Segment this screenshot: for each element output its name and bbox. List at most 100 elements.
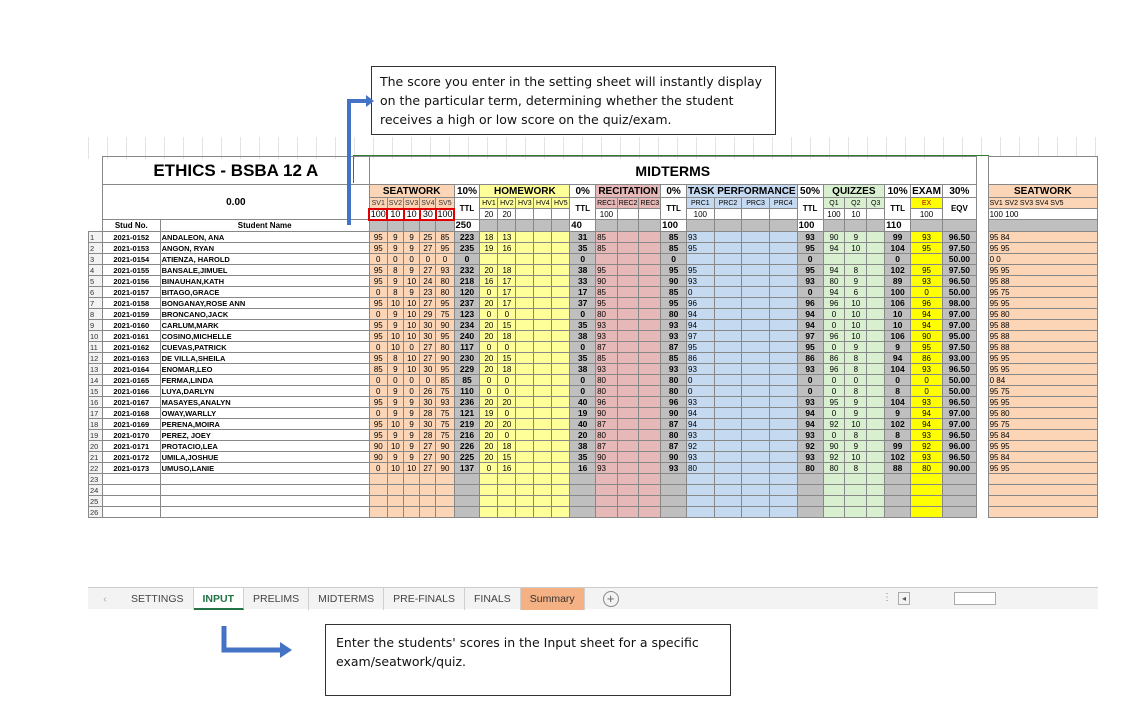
recitation-score[interactable]: [638, 374, 662, 386]
task-score[interactable]: [768, 495, 798, 507]
homework-score[interactable]: [515, 352, 535, 364]
homework-score[interactable]: 0: [479, 341, 499, 353]
quiz-score[interactable]: 0: [822, 385, 846, 397]
homework-score[interactable]: [533, 385, 553, 397]
task-score[interactable]: [768, 429, 798, 441]
student-id[interactable]: 2021-0173: [101, 462, 161, 474]
homework-score[interactable]: [551, 352, 571, 364]
recitation-score[interactable]: [638, 242, 662, 254]
seatwork-score[interactable]: 85: [435, 374, 455, 386]
quiz-score[interactable]: [866, 440, 886, 452]
seatwork-score[interactable]: [403, 495, 421, 507]
quiz-score[interactable]: 92: [822, 418, 846, 430]
student-id[interactable]: 2021-0166: [101, 385, 161, 397]
task-score[interactable]: [713, 374, 743, 386]
homework-score[interactable]: 16: [497, 242, 517, 254]
homework-score[interactable]: 17: [497, 275, 517, 287]
task-score[interactable]: [713, 418, 743, 430]
quiz-max-score[interactable]: 10: [844, 208, 868, 220]
student-id[interactable]: 2021-0152: [101, 231, 161, 243]
recitation-score[interactable]: [638, 473, 662, 485]
seatwork-score[interactable]: 10: [386, 297, 405, 309]
homework-score[interactable]: 13: [497, 231, 517, 243]
task-score[interactable]: [741, 407, 770, 419]
recitation-score[interactable]: [616, 286, 640, 298]
seatwork-score[interactable]: 10: [386, 462, 405, 474]
homework-score[interactable]: 0: [479, 385, 499, 397]
task-score[interactable]: 94: [686, 308, 715, 320]
student-name[interactable]: BANSALE,JIMUEL: [159, 264, 370, 276]
homework-score[interactable]: [533, 319, 553, 331]
quiz-score[interactable]: [822, 484, 846, 496]
homework-score[interactable]: [515, 495, 535, 507]
seatwork-score[interactable]: 10: [386, 440, 405, 452]
seatwork-score[interactable]: 0: [368, 407, 388, 419]
seatwork-score[interactable]: [386, 495, 405, 507]
student-id[interactable]: 2021-0160: [101, 319, 161, 331]
recitation-score[interactable]: [595, 495, 618, 507]
homework-score[interactable]: [533, 363, 553, 375]
quiz-score[interactable]: [844, 495, 868, 507]
seatwork-score[interactable]: 95: [368, 242, 388, 254]
recitation-score[interactable]: 85: [595, 352, 618, 364]
seatwork-score[interactable]: [386, 473, 405, 485]
exam-score[interactable]: 95: [910, 341, 943, 353]
homework-score[interactable]: [551, 319, 571, 331]
task-max-score[interactable]: [768, 208, 798, 220]
task-score[interactable]: [741, 374, 770, 386]
task-score[interactable]: [713, 440, 743, 452]
task-score[interactable]: [741, 286, 770, 298]
recitation-score[interactable]: 90: [595, 275, 618, 287]
student-id[interactable]: 2021-0167: [101, 396, 161, 408]
recitation-score[interactable]: [616, 308, 640, 320]
student-id[interactable]: 2021-0161: [101, 330, 161, 342]
seatwork-score[interactable]: [403, 484, 421, 496]
homework-score[interactable]: [551, 308, 571, 320]
student-id[interactable]: 2021-0171: [101, 440, 161, 452]
recitation-score[interactable]: 80: [595, 429, 618, 441]
recitation-score[interactable]: [638, 275, 662, 287]
add-sheet-icon[interactable]: +: [602, 590, 619, 607]
task-score[interactable]: [768, 264, 798, 276]
seatwork-score[interactable]: 75: [435, 385, 455, 397]
recitation-score[interactable]: [616, 484, 640, 496]
homework-score[interactable]: [533, 352, 553, 364]
task-score[interactable]: [741, 495, 770, 507]
task-score[interactable]: [768, 363, 798, 375]
seatwork-score[interactable]: 95: [368, 352, 388, 364]
task-score[interactable]: [713, 275, 743, 287]
homework-score[interactable]: 0: [479, 308, 499, 320]
task-max-score[interactable]: [713, 208, 743, 220]
task-score[interactable]: [768, 341, 798, 353]
seatwork-score[interactable]: 9: [403, 418, 421, 430]
quiz-score[interactable]: [866, 451, 886, 463]
tab-summary[interactable]: Summary: [520, 587, 585, 610]
exam-score[interactable]: 80: [910, 462, 943, 474]
task-score[interactable]: 92: [686, 440, 715, 452]
task-score[interactable]: [741, 429, 770, 441]
recitation-score[interactable]: 93: [595, 330, 618, 342]
homework-score[interactable]: [533, 242, 553, 254]
homework-score[interactable]: 18: [497, 264, 517, 276]
student-id[interactable]: 2021-0168: [101, 407, 161, 419]
seatwork-score[interactable]: [368, 473, 388, 485]
task-score[interactable]: 94: [686, 407, 715, 419]
seatwork-score[interactable]: 30: [419, 418, 437, 430]
recitation-score[interactable]: 95: [595, 297, 618, 309]
homework-score[interactable]: [479, 473, 499, 485]
quiz-score[interactable]: 0: [822, 341, 846, 353]
quiz-score[interactable]: [866, 286, 886, 298]
quiz-score[interactable]: 10: [844, 418, 868, 430]
homework-score[interactable]: 20: [479, 264, 499, 276]
quiz-score[interactable]: 9: [844, 407, 868, 419]
recitation-score[interactable]: [638, 297, 662, 309]
seatwork-score[interactable]: 0: [386, 253, 405, 265]
quiz-score[interactable]: 9: [844, 440, 868, 452]
tab-splitter-icon[interactable]: ⋮: [882, 592, 892, 603]
seatwork-score[interactable]: 9: [386, 319, 405, 331]
student-id[interactable]: 2021-0162: [101, 341, 161, 353]
recitation-score[interactable]: [638, 484, 662, 496]
recitation-score[interactable]: [616, 363, 640, 375]
task-score[interactable]: [768, 440, 798, 452]
task-score[interactable]: 93: [686, 275, 715, 287]
